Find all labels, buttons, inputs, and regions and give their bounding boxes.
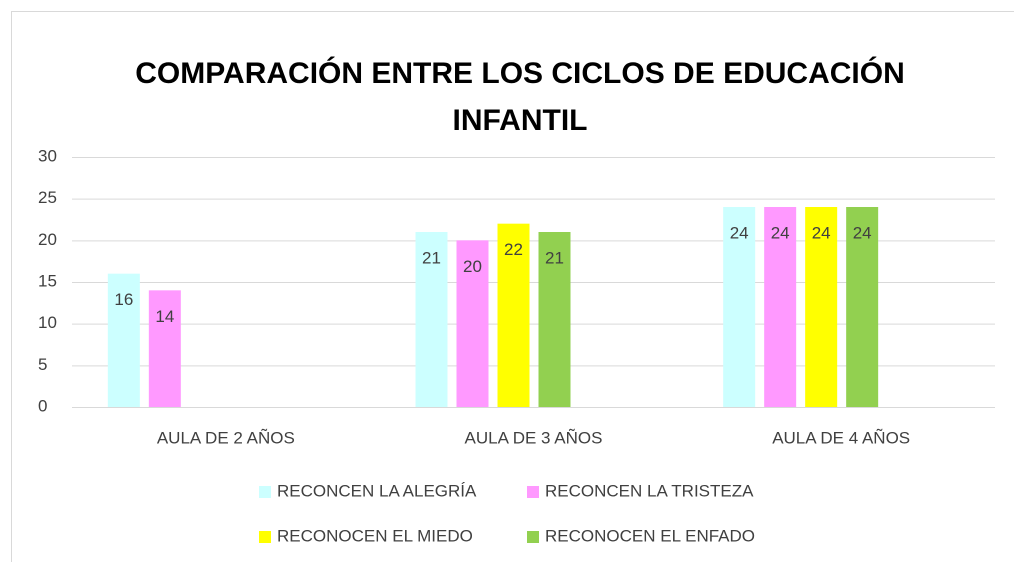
x-tick-label: AULA DE 4 AÑOS [772,428,910,447]
bar [107,273,140,407]
legend-label: RECONCEN LA ALEGRÍA [277,481,477,500]
x-tick-label: AULA DE 3 AÑOS [465,428,603,447]
bar [846,207,879,407]
data-label: 24 [812,223,831,242]
chart-title: INFANTIL [453,104,588,137]
data-label: 16 [114,290,133,309]
legend-swatch [259,486,271,498]
bar [805,207,838,407]
legend-swatch [527,486,539,498]
data-label: 14 [155,307,174,326]
data-label: 24 [771,223,790,242]
y-tick-label: 30 [38,146,57,165]
bar [497,223,530,407]
data-label: 21 [545,248,564,267]
y-tick-label: 0 [38,396,47,415]
legend-swatch [527,531,539,543]
bar [456,240,489,407]
data-label: 20 [463,257,482,276]
data-label: 21 [422,248,441,267]
legend-label: RECONCEN LA TRISTEZA [545,481,754,500]
legend-label: RECONOCEN EL MIEDO [277,526,473,545]
x-tick-label: AULA DE 2 AÑOS [157,428,295,447]
bar [723,207,756,407]
bar [764,207,797,407]
data-label: 22 [504,240,523,259]
data-label: 24 [853,223,872,242]
y-tick-label: 15 [38,271,57,290]
legend-swatch [259,531,271,543]
legend-label: RECONOCEN EL ENFADO [545,526,755,545]
y-tick-label: 10 [38,313,57,332]
y-tick-label: 20 [38,230,57,249]
bar [538,232,571,407]
data-label: 24 [730,223,749,242]
bar [415,232,448,407]
y-tick-label: 5 [38,355,47,374]
y-tick-label: 25 [38,188,57,207]
bar [148,290,181,407]
chart-title: COMPARACIÓN ENTRE LOS CICLOS DE EDUCACIÓ… [135,56,904,90]
